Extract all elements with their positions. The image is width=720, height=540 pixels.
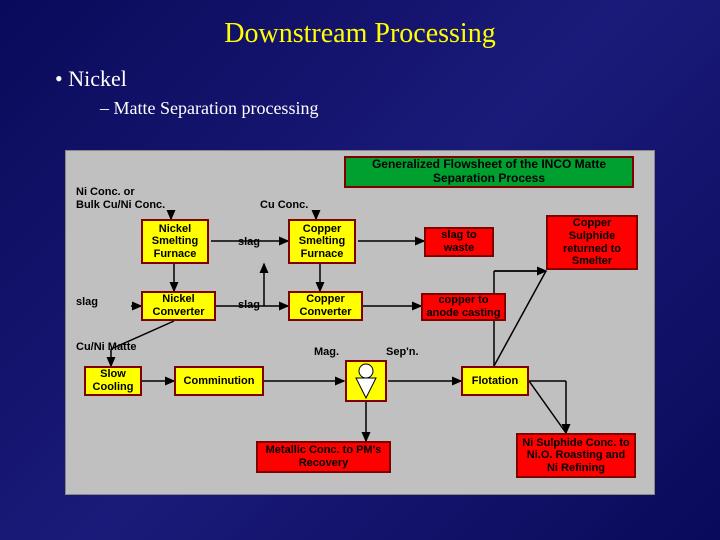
label-2: Cu Conc. xyxy=(260,199,308,211)
label-4: slag xyxy=(76,296,98,308)
node-nsf: Nickel Smelting Furnace xyxy=(141,219,209,264)
node-nc: Nickel Converter xyxy=(141,291,216,321)
bullet-level-1: Nickel xyxy=(55,66,720,92)
node-cc: Copper Converter xyxy=(288,291,363,321)
label-6: Cu/Ni Matte xyxy=(76,341,137,353)
label-1: Bulk Cu/Ni Conc. xyxy=(76,199,165,211)
label-3: slag xyxy=(238,236,260,248)
node-stw: slag to waste xyxy=(424,227,494,257)
label-5: slag xyxy=(238,299,260,311)
node-mcpm: Metallic Conc. to PM's Recovery xyxy=(256,441,391,473)
flowsheet-header: Generalized Flowsheet of the INCO Matte … xyxy=(344,156,634,188)
label-7: Mag. xyxy=(314,346,339,358)
flowsheet-diagram: Generalized Flowsheet of the INCO Matte … xyxy=(65,150,655,495)
node-cac: copper to anode casting xyxy=(421,293,506,321)
node-comm: Comminution xyxy=(174,366,264,396)
label-0: Ni Conc. or xyxy=(76,186,135,198)
node-csr: Copper Sulphide returned to Smelter xyxy=(546,215,638,270)
node-nisulf: Ni Sulphide Conc. to Ni.O. Roasting and … xyxy=(516,433,636,478)
slide-title: Downstream Processing xyxy=(0,0,720,50)
bullet-level-2: Matte Separation processing xyxy=(100,98,720,119)
node-slow: Slow Cooling xyxy=(84,366,142,396)
label-8: Sep'n. xyxy=(386,346,419,358)
node-flot: Flotation xyxy=(461,366,529,396)
node-csf: Copper Smelting Furnace xyxy=(288,219,356,264)
